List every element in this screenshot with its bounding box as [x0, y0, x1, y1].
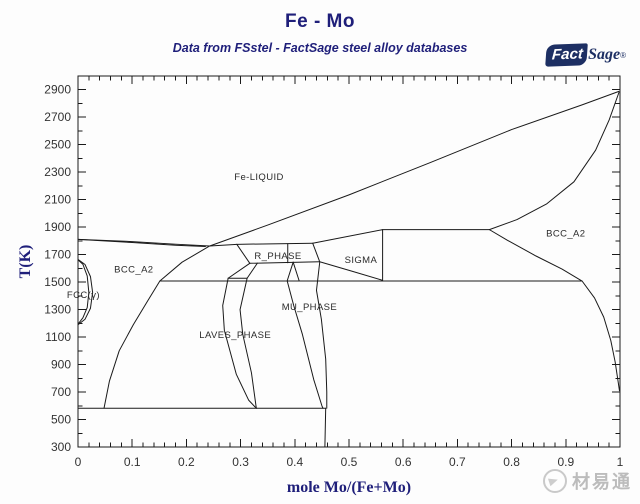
- boundary-mu-low-boundary: [324, 407, 327, 448]
- y-tick-label: 2900: [44, 83, 71, 97]
- phase-labels: Fe-LIQUID BCC_A2 BCC_A2 FCC(γ) R_PHASE SIGMA M…: [67, 172, 585, 341]
- boundary-mu-left: [286, 280, 324, 409]
- x-tick-label: 0.6: [395, 455, 412, 469]
- boundary-fcc-gamma-loop-outer: [77, 258, 94, 326]
- boundary-laves-right: [239, 277, 257, 409]
- factsage-logo: Fact Sage ®: [545, 43, 626, 67]
- boundary-bcc-mo-solvus: [488, 229, 620, 392]
- phase-boundaries: [77, 90, 620, 448]
- factsage-logo-sage-text: Sage: [588, 46, 621, 63]
- boundary-liquidus-main: [209, 90, 620, 247]
- y-tick-labels: 300 500 700 900 1100 1300 1500 1700 1900 2100 2300…: [44, 83, 71, 454]
- x-tick-label: 1: [617, 455, 624, 469]
- boundary-fcc-gamma-loop-inner: [77, 259, 90, 325]
- phase-label-bcc-a2: BCC_A2: [546, 229, 585, 240]
- watermark-logo-icon: [543, 469, 567, 493]
- phase-label-laves-phase: LAVES_PHASE: [199, 330, 271, 341]
- x-tick-label: 0.4: [286, 455, 303, 469]
- phase-label-sigma: SIGMA: [345, 255, 378, 266]
- chart-subtitle: Data from FSstel - FactSage steel alloy …: [172, 41, 468, 55]
- y-tick-label: 1700: [44, 248, 71, 262]
- registered-mark-icon: ®: [620, 50, 626, 60]
- boundary-r-laves-left: [227, 262, 251, 279]
- boundary-bcc-alpha-solvus: [103, 245, 211, 409]
- x-axis-title: mole Mo/(Fe+Mo): [287, 479, 411, 496]
- axis-ticks: [77, 75, 621, 448]
- y-tick-label: 2100: [44, 193, 71, 207]
- x-tick-label: 0.2: [178, 455, 195, 469]
- phase-label-fcc-: FCC(γ): [67, 290, 100, 301]
- watermark: 材易通: [543, 468, 632, 494]
- y-tick-label: 500: [51, 413, 71, 427]
- phase-label-r-phase: R_PHASE: [254, 251, 301, 262]
- x-tick-label: 0: [75, 455, 82, 469]
- y-tick-label: 900: [51, 358, 71, 372]
- x-tick-label: 0.5: [341, 455, 358, 469]
- phase-label-fe-liquid: Fe-LIQUID: [234, 172, 284, 183]
- boundary-fe-solidus: [77, 238, 206, 248]
- x-tick-label: 0.9: [557, 455, 574, 469]
- y-tick-label: 1100: [45, 330, 71, 344]
- boundary-r-phase-left: [236, 243, 251, 264]
- x-tick-label: 0.3: [232, 455, 249, 469]
- y-tick-label: 1500: [44, 275, 71, 289]
- y-tick-label: 2500: [44, 138, 71, 152]
- boundary-r-phase-bottom: [249, 261, 321, 264]
- y-tick-label: 700: [51, 385, 71, 399]
- phase-label-mu-phase: MU_PHASE: [282, 302, 337, 313]
- y-axis-title: T(K): [17, 245, 34, 279]
- y-tick-label: 1300: [44, 303, 71, 317]
- y-tick-label: 2700: [44, 110, 71, 124]
- boundary-mo-solidus: [488, 91, 620, 231]
- x-tick-label: 0.7: [449, 455, 466, 469]
- x-tick-label: 0.8: [503, 455, 520, 469]
- phase-label-bcc-a2: BCC_A2: [114, 265, 153, 276]
- boundary-r-phase-top: [209, 242, 314, 247]
- boundary-laves-left: [222, 277, 257, 409]
- y-tick-label: 2300: [44, 165, 71, 179]
- boundary-mu-peak-right: [292, 261, 300, 282]
- x-tick-labels: 0 0.1 0.2 0.3 0.4 0.5 0.6 0.7 0.8 0.9 1: [75, 455, 624, 469]
- boundary-mu-peak-left: [286, 261, 294, 282]
- y-tick-label: 300: [51, 440, 71, 454]
- chart-title: Fe - Mo: [285, 11, 355, 32]
- y-tick-label: 1900: [44, 220, 71, 234]
- watermark-text: 材易通: [572, 472, 632, 492]
- boundary-r-laves-right: [246, 262, 258, 279]
- boundary-mu-right: [315, 261, 328, 409]
- boundary-sigma-outline: [312, 229, 384, 281]
- x-tick-label: 0.1: [124, 455, 141, 469]
